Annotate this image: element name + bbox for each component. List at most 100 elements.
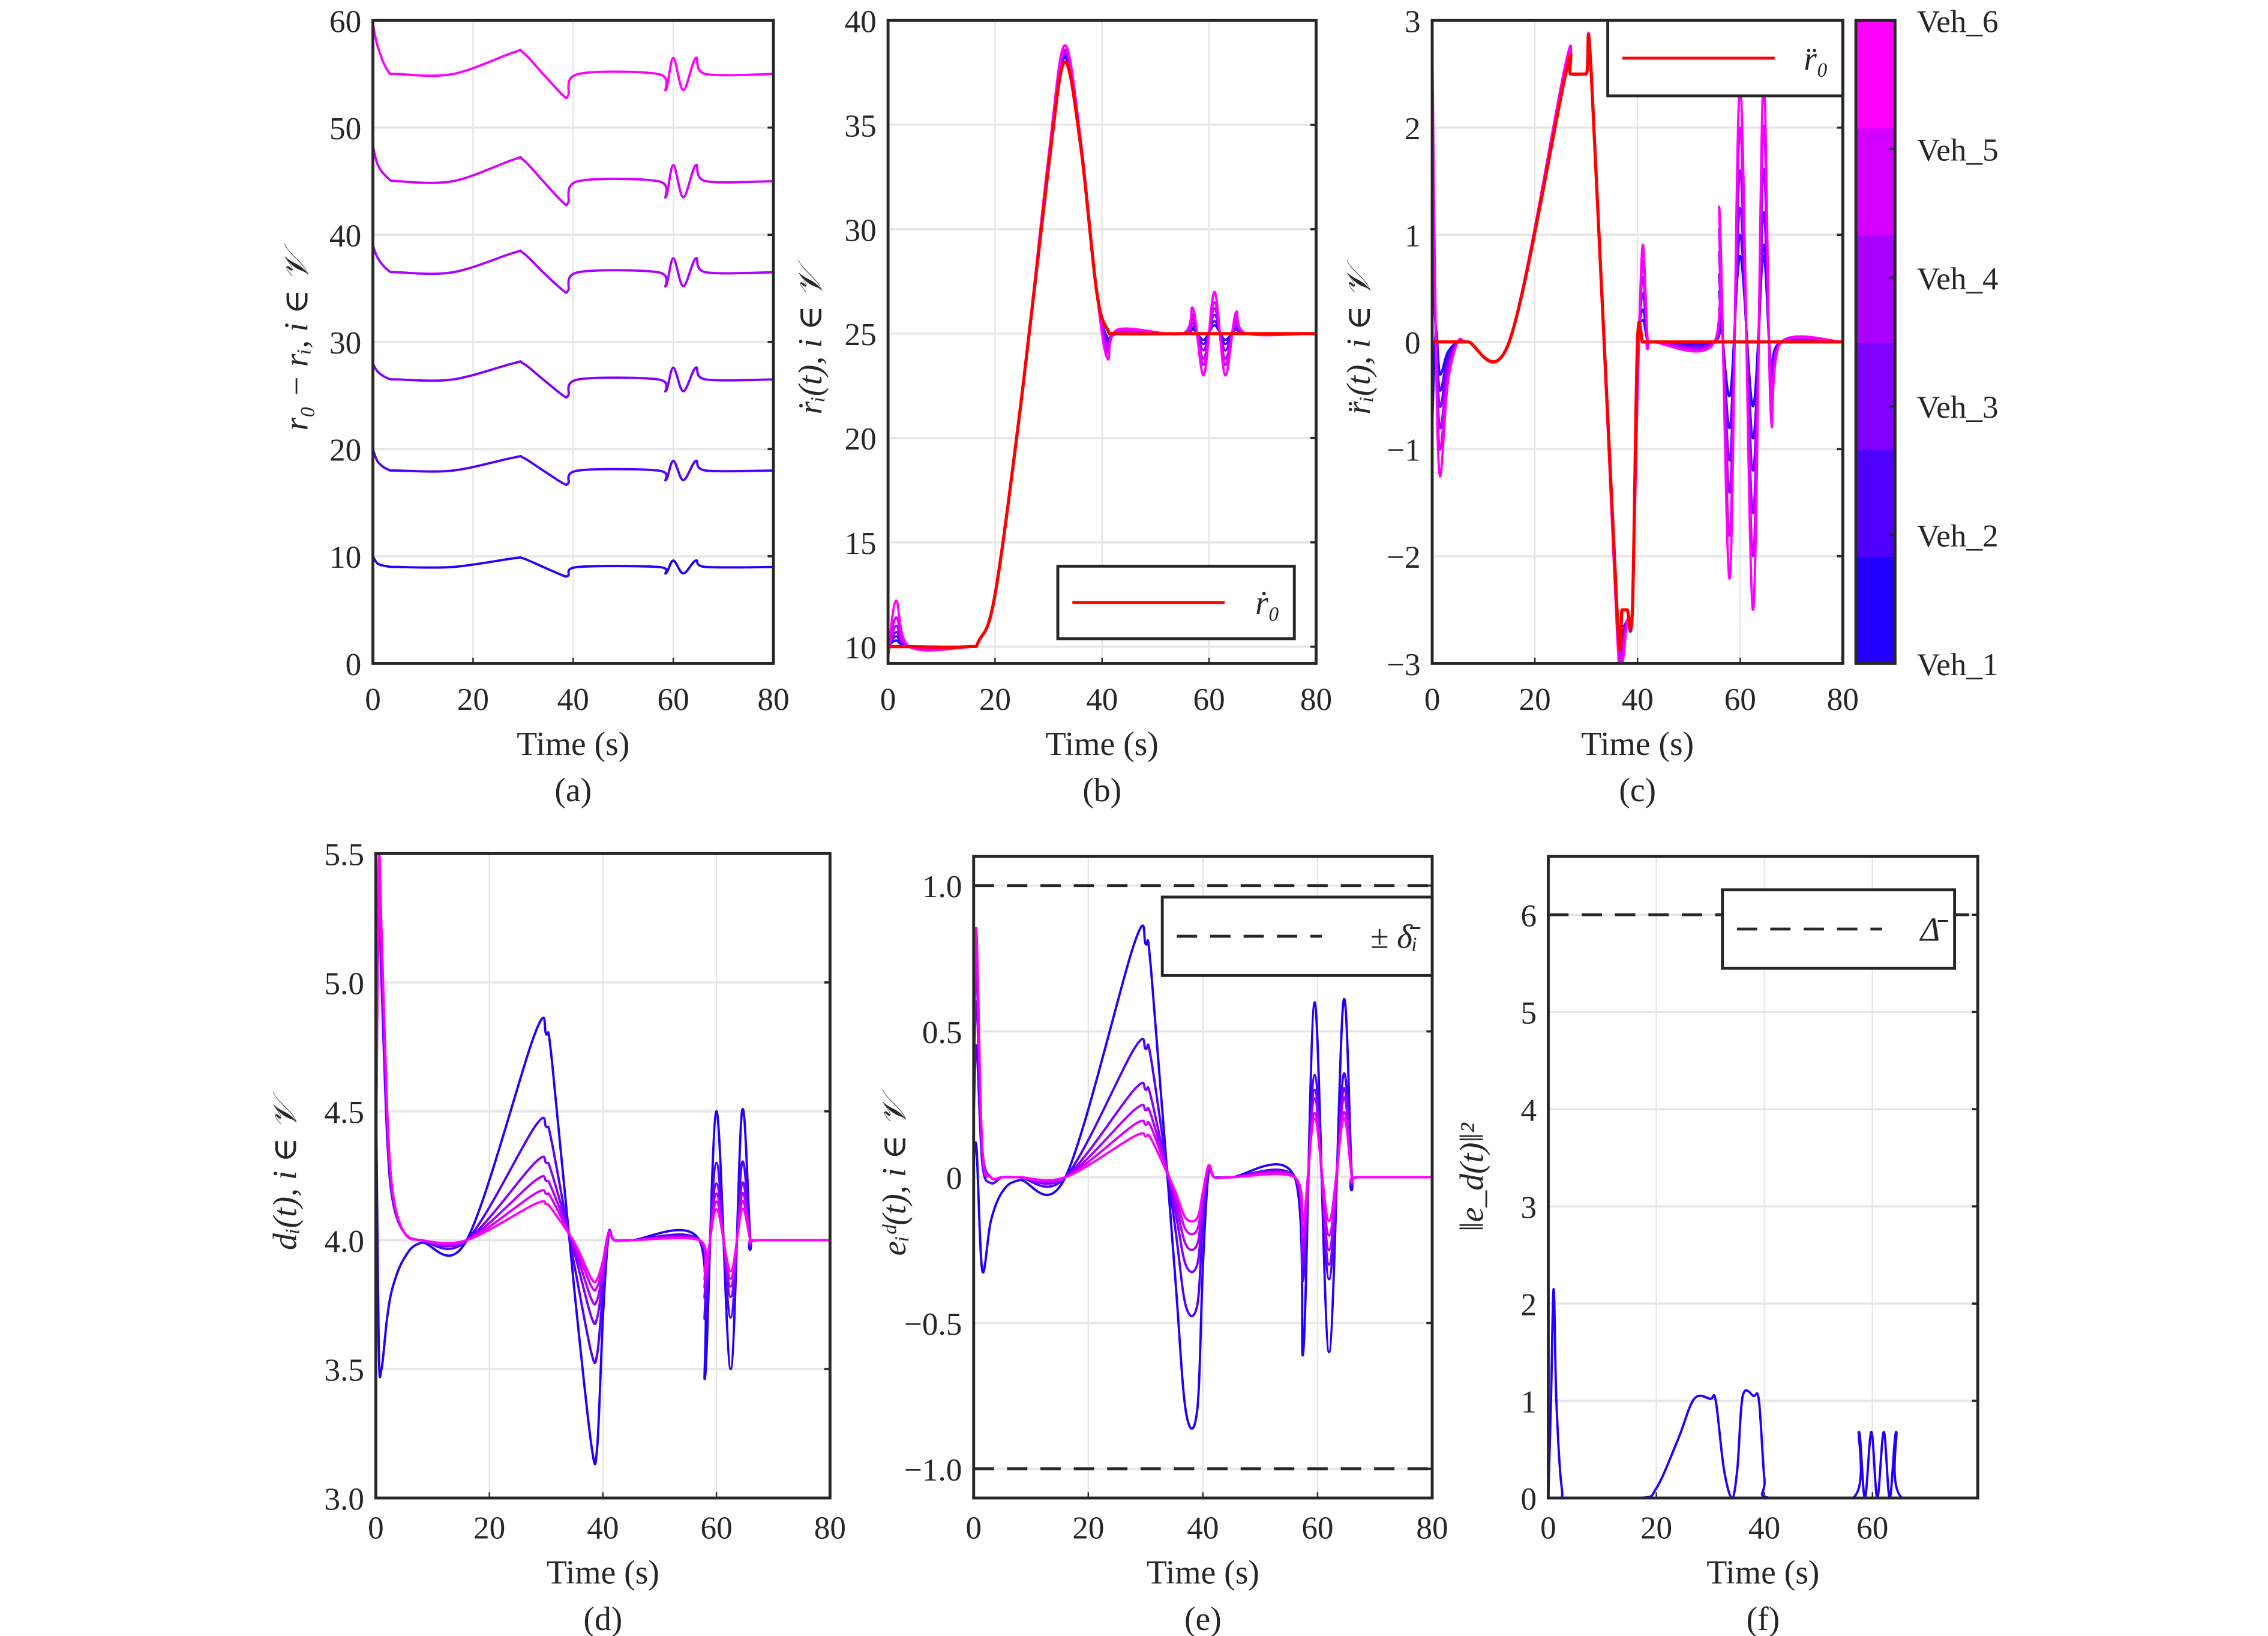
y-tick-label: 3.0 — [325, 1481, 364, 1517]
y-axis-label: ṙᵢ(t), i ∈ 𝒱 — [792, 259, 829, 414]
x-tick-label: 20 — [979, 682, 1011, 717]
x-tick-label: 80 — [1300, 682, 1332, 717]
colorbar-tick-label: Veh_4 — [1917, 261, 1999, 296]
y-tick-label: 5 — [1521, 996, 1537, 1031]
y-tick-label: 4.5 — [325, 1095, 364, 1130]
y-tick-label: 5.0 — [325, 966, 364, 1001]
axes-box — [886, 19, 1318, 665]
y-tick-label: −1 — [1387, 433, 1421, 468]
panel-d: 0 20 40 60 80 3.0 3.5 4.0 4.5 5.0 5.5 Time (s) (d) dᵢ… — [266, 837, 846, 1636]
x-tick-label: 40 — [1086, 682, 1118, 717]
x-tick-label: 0 — [965, 1511, 982, 1546]
y-tick-label: 4 — [1521, 1093, 1537, 1128]
colorbar-tick-label: Veh_6 — [1917, 4, 1999, 39]
colorbar-segment — [1856, 449, 1895, 558]
y-tick-label: 5.5 — [325, 837, 364, 873]
series-line-rrefref — [1432, 32, 1843, 651]
y-axis-label: r̈ᵢ(t), i ∈ 𝒱 — [1340, 259, 1378, 414]
x-tick-label: 20 — [1640, 1511, 1672, 1546]
series-line-Veh_1 — [1548, 1287, 1978, 1499]
series-line-Veh_6 — [376, 853, 830, 1284]
series-line-Veh_5 — [373, 145, 774, 207]
x-tick-label: 40 — [1748, 1511, 1780, 1546]
y-tick-label: 0 — [1521, 1481, 1537, 1517]
y-axis-label: r₀ − rᵢ, i ∈ 𝒱 — [278, 243, 316, 430]
legend: Δ̄ — [1721, 888, 1957, 970]
legend: ± δ̄ᵢ — [1160, 895, 1434, 977]
y-tick-label: −2 — [1387, 540, 1421, 575]
x-tick-label: 40 — [587, 1511, 619, 1546]
series-line-Veh_3 — [373, 360, 774, 399]
y-tick-label: 2 — [1521, 1287, 1537, 1322]
y-tick-label: 3 — [1521, 1189, 1537, 1225]
series-line-Veh_1 — [376, 1016, 830, 1466]
y-tick-label: 0 — [1405, 325, 1421, 361]
y-tick-label: 3 — [1405, 4, 1421, 39]
series-line-Veh_1 — [973, 924, 1432, 1430]
x-tick-label: 80 — [757, 682, 789, 717]
y-tick-label: 3.5 — [325, 1353, 364, 1388]
colorbar-segment — [1856, 556, 1895, 664]
panel-label: (a) — [554, 772, 592, 809]
x-axis-label: Time (s) — [547, 1554, 659, 1592]
axes-box — [1547, 855, 1979, 1500]
x-tick-label: 0 — [1424, 682, 1441, 717]
y-tick-label: 0 — [346, 647, 362, 682]
colorbar-segment — [1856, 127, 1895, 236]
y-tick-label: −1.0 — [904, 1452, 962, 1488]
series-line-Veh_4 — [373, 245, 774, 294]
series-line-refref — [888, 60, 1316, 649]
panel-label: (e) — [1184, 1601, 1222, 1636]
series-line-Veh_6 — [373, 23, 774, 100]
x-tick-label: 20 — [457, 682, 489, 717]
x-tick-label: 20 — [1072, 1511, 1104, 1546]
panel-a: 0 20 40 60 80 0 10 20 30 40 50 60 Time (s) (a) r₀ − rᵢ… — [278, 4, 790, 809]
x-tick-label: 20 — [473, 1511, 505, 1546]
panel-label: (c) — [1619, 772, 1656, 809]
panel-f: 0 20 40 60 0 1 2 3 4 5 6 Time (s) (f) ‖e_d(t)‖² Δ̄ — [1454, 855, 1979, 1636]
y-tick-label: 60 — [329, 4, 361, 39]
x-tick-label: 0 — [365, 682, 381, 717]
axes-box — [371, 19, 775, 665]
panel-b: 0 20 40 60 80 10 15 20 25 30 35 40 Time (s) (b) ṙᵢ(t),… — [792, 4, 1332, 809]
y-tick-label: 1 — [1521, 1384, 1537, 1419]
x-tick-label: 0 — [1540, 1511, 1556, 1546]
x-tick-label: 80 — [1827, 682, 1859, 717]
y-tick-label: 40 — [845, 4, 877, 39]
colorbar-tick-label: Veh_5 — [1917, 133, 1999, 168]
series-line-Veh_6 — [973, 927, 1432, 1224]
x-tick-label: 60 — [1301, 1511, 1333, 1546]
x-tick-label: 40 — [1187, 1511, 1219, 1546]
colorbar-tick-label: Veh_3 — [1917, 389, 1999, 425]
series-line-Veh_1 — [373, 555, 774, 578]
y-tick-label: 30 — [845, 212, 877, 248]
colorbar-tick-label: Veh_1 — [1917, 647, 1999, 682]
y-tick-label: 1 — [1405, 218, 1421, 254]
y-tick-label: 2 — [1405, 111, 1421, 146]
x-axis-label: Time (s) — [1046, 726, 1159, 763]
legend-label: ± δ̄ᵢ — [1370, 918, 1421, 955]
y-tick-label: 0.5 — [922, 1015, 962, 1050]
panel-label: (f) — [1747, 1601, 1780, 1636]
y-axis-label: eᵢᵈ(t), i ∈ 𝒱 — [876, 1089, 913, 1256]
x-axis-label: Time (s) — [517, 726, 629, 763]
x-axis-label: Time (s) — [1581, 726, 1694, 763]
colorbar-segment — [1856, 235, 1895, 343]
x-axis-label: Time (s) — [1706, 1554, 1819, 1592]
y-tick-label: 4.0 — [325, 1224, 364, 1259]
y-tick-label: 15 — [845, 526, 877, 561]
y-tick-label: −3 — [1387, 647, 1421, 682]
y-tick-label: 30 — [329, 325, 361, 361]
x-tick-label: 60 — [1193, 682, 1225, 717]
y-tick-label: 6 — [1521, 898, 1537, 934]
series-group — [373, 23, 774, 578]
x-axis-label: Time (s) — [1147, 1554, 1259, 1592]
y-tick-label: 50 — [329, 111, 361, 146]
series-group — [376, 853, 830, 1466]
y-tick-label: 10 — [845, 630, 877, 666]
x-tick-label: 0 — [880, 682, 896, 717]
colorbar-tick-label: Veh_2 — [1917, 519, 1999, 554]
colorbar: Veh_1 Veh_2 Veh_3 Veh_4 Veh_5 Veh_6 — [1854, 4, 1999, 682]
y-tick-label: 20 — [845, 421, 877, 457]
axes-box — [972, 855, 1434, 1500]
